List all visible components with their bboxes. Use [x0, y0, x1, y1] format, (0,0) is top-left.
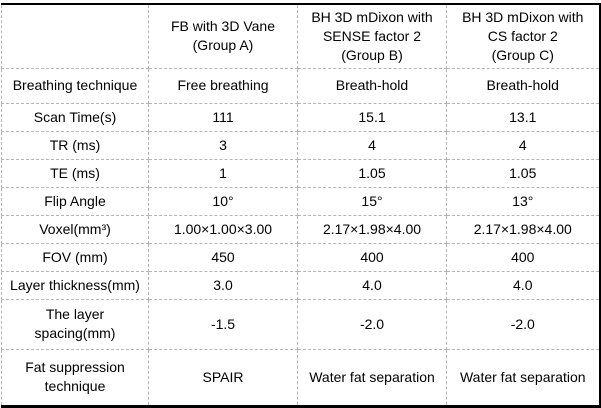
cell-flip-angle-group-a: 10°	[148, 186, 298, 216]
cell-layer-thickness-group-a: 3.0	[148, 270, 298, 300]
table-row-fov: FOV (mm) 450 400 400	[1, 242, 600, 272]
table-row-breathing-technique: Breathing technique Free breathing Breat…	[1, 67, 600, 104]
table-row-flip-angle: Flip Angle 10° 15° 13°	[1, 186, 600, 216]
cell-voxel-group-b: 2.17×1.98×4.00	[297, 214, 447, 244]
header-group-a: FB with 3D Vane (Group A)	[148, 3, 298, 69]
row-label-voxel: Voxel(mm³)	[1, 214, 149, 244]
row-label-breathing-technique: Breathing technique	[1, 67, 149, 104]
cell-voxel-group-a: 1.00×1.00×3.00	[148, 214, 298, 244]
cell-fov-group-b: 400	[297, 242, 447, 272]
cell-scan-time-group-c: 13.1	[446, 102, 600, 132]
row-label-tr: TR (ms)	[1, 130, 149, 160]
row-label-layer-thickness: Layer thickness(mm)	[1, 270, 149, 300]
mri-parameters-table: FB with 3D Vane (Group A) BH 3D mDixon w…	[1, 3, 601, 408]
row-label-fat-suppression: Fat suppression technique	[1, 348, 149, 407]
cell-fat-suppression-group-b: Water fat separation	[297, 348, 447, 407]
cell-voxel-group-c: 2.17×1.98×4.00	[446, 214, 600, 244]
cell-te-group-a: 1	[148, 158, 298, 188]
cell-flip-angle-group-b: 15°	[297, 186, 447, 216]
cell-tr-group-a: 3	[148, 130, 298, 160]
table-row-layer-thickness: Layer thickness(mm) 3.0 4.0 4.0	[1, 270, 600, 300]
cell-flip-angle-group-c: 13°	[446, 186, 600, 216]
row-label-layer-spacing: The layer spacing(mm)	[1, 298, 149, 350]
cell-scan-time-group-b: 15.1	[297, 102, 447, 132]
cell-tr-group-b: 4	[297, 130, 447, 160]
cell-breathing-group-a: Free breathing	[148, 67, 298, 104]
cell-fat-suppression-group-a: SPAIR	[148, 348, 298, 407]
table-row-fat-suppression: Fat suppression technique SPAIR Water fa…	[1, 348, 600, 407]
cell-fov-group-c: 400	[446, 242, 600, 272]
cell-layer-spacing-group-a: -1.5	[148, 298, 298, 350]
cell-tr-group-c: 4	[446, 130, 600, 160]
cell-te-group-c: 1.05	[446, 158, 600, 188]
row-label-flip-angle: Flip Angle	[1, 186, 149, 216]
cell-layer-thickness-group-b: 4.0	[297, 270, 447, 300]
row-label-scan-time: Scan Time(s)	[1, 102, 149, 132]
table-row-voxel: Voxel(mm³) 1.00×1.00×3.00 2.17×1.98×4.00…	[1, 214, 600, 244]
row-label-fov: FOV (mm)	[1, 242, 149, 272]
header-empty-cell	[1, 3, 149, 69]
header-row: FB with 3D Vane (Group A) BH 3D mDixon w…	[1, 3, 600, 69]
cell-fov-group-a: 450	[148, 242, 298, 272]
cell-layer-thickness-group-c: 4.0	[446, 270, 600, 300]
cell-te-group-b: 1.05	[297, 158, 447, 188]
cell-breathing-group-c: Breath-hold	[446, 67, 600, 104]
table-row-scan-time: Scan Time(s) 111 15.1 13.1	[1, 102, 600, 132]
cell-breathing-group-b: Breath-hold	[297, 67, 447, 104]
table-row-tr: TR (ms) 3 4 4	[1, 130, 600, 160]
row-label-te: TE (ms)	[1, 158, 149, 188]
table-row-layer-spacing: The layer spacing(mm) -1.5 -2.0 -2.0	[1, 298, 600, 350]
cell-scan-time-group-a: 111	[148, 102, 298, 132]
header-group-c: BH 3D mDixon with CS factor 2 (Group C)	[446, 3, 600, 69]
table-row-te: TE (ms) 1 1.05 1.05	[1, 158, 600, 188]
header-group-b: BH 3D mDixon with SENSE factor 2 (Group …	[297, 3, 447, 69]
cell-fat-suppression-group-c: Water fat separation	[446, 348, 600, 407]
cell-layer-spacing-group-c: -2.0	[446, 298, 600, 350]
cell-layer-spacing-group-b: -2.0	[297, 298, 447, 350]
